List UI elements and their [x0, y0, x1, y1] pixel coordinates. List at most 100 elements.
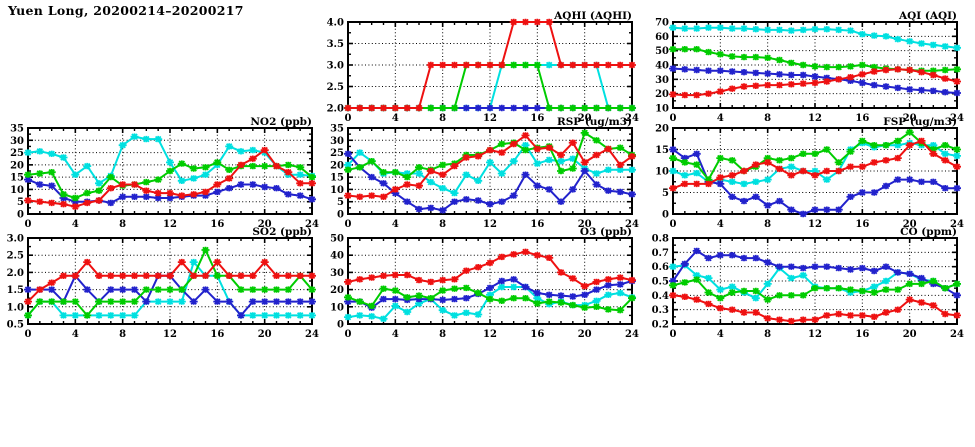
y-tick-label: 20: [655, 89, 669, 100]
fsp-blue-markers: [669, 146, 961, 218]
x-tick-label: 4: [392, 329, 399, 340]
chart-o3: 0 10 20 30 40 50 0 4 8 12 16 20 24 O3 (ppb): [320, 226, 650, 344]
y-tick-label: 30: [330, 268, 344, 279]
aqhi-red-markers: [344, 18, 636, 112]
y-tick-label: 5: [662, 188, 669, 199]
x-tick-label: 8: [764, 113, 771, 124]
x-tick-label: 24: [950, 329, 964, 340]
y-tick-label: 35: [10, 124, 24, 135]
y-tick-label: 0: [17, 210, 24, 221]
y-tick-label: 0: [337, 210, 344, 221]
chart-rsp: 0 5 10 15 20 25 30 35 0 4 8 12 16 20 24 RSP (ug/m3): [320, 116, 650, 234]
y-tick-label: 0.7: [652, 248, 669, 259]
chart-title-aqi: AQI (AQI): [898, 10, 957, 22]
x-tick-label: 12: [483, 219, 497, 230]
y-tick-label: 3.0: [327, 61, 344, 72]
chart-so2: 0.5 1.0 1.5 2.0 2.5 3.0 0 4 8 12 16 20 24 SO2 (ppb): [0, 226, 330, 344]
chart-co: 0.2 0.3 0.4 0.5 0.6 0.7 0.8 0 4 8 12 16 20 24 CO (ppm): [645, 226, 975, 344]
x-tick-label: 12: [808, 113, 822, 124]
x-tick-label: 12: [808, 329, 822, 340]
y-tick-label: 20: [330, 160, 344, 171]
x-tick-label: 16: [210, 329, 224, 340]
x-tick-label: 20: [578, 113, 592, 124]
y-tick-label: 30: [330, 136, 344, 147]
y-tick-label: 2.0: [7, 268, 24, 279]
y-tick-label: 10: [330, 185, 344, 196]
x-tick-label: 4: [717, 219, 724, 230]
x-tick-label: 4: [717, 329, 724, 340]
x-tick-label: 0: [345, 329, 352, 340]
o3-green-markers: [344, 284, 636, 314]
x-tick-label: 20: [903, 329, 917, 340]
x-tick-label: 8: [764, 219, 771, 230]
chart-title-o3: O3 (ppb): [580, 226, 632, 238]
so2-red-markers: [24, 258, 316, 305]
rsp-blue-markers: [344, 150, 636, 214]
y-tick-label: 30: [10, 136, 24, 147]
y-tick-label: 2.5: [7, 251, 24, 262]
x-tick-label: 8: [119, 219, 126, 230]
rsp-red-markers: [344, 132, 636, 201]
chart-title-aqhi: AQHI (AQHI): [553, 10, 632, 22]
fsp-green-markers: [669, 129, 961, 183]
x-tick-label: 20: [903, 113, 917, 124]
x-tick-label: 12: [483, 329, 497, 340]
x-tick-label: 24: [625, 329, 639, 340]
x-tick-label: 0: [25, 219, 32, 230]
x-tick-label: 4: [72, 329, 79, 340]
y-tick-label: 1.5: [7, 285, 24, 296]
y-tick-label: 0: [662, 210, 669, 221]
y-tick-label: 0.2: [652, 320, 669, 331]
x-tick-label: 4: [392, 219, 399, 230]
x-tick-label: 8: [439, 329, 446, 340]
chart-title-co: CO (ppm): [900, 226, 957, 238]
x-tick-label: 0: [25, 329, 32, 340]
y-tick-label: 3.0: [7, 234, 24, 245]
y-tick-label: 4.0: [327, 18, 344, 29]
y-tick-label: 5: [17, 197, 24, 208]
x-tick-label: 24: [305, 219, 319, 230]
y-tick-label: 35: [330, 124, 344, 135]
y-tick-label: 10: [655, 167, 669, 178]
x-tick-label: 20: [258, 219, 272, 230]
y-tick-label: 5: [337, 197, 344, 208]
y-tick-label: 3.5: [327, 39, 344, 50]
x-tick-label: 4: [717, 113, 724, 124]
co-plot: 0.2 0.3 0.4 0.5 0.6 0.7 0.8 0 4 8 12 16 20 24 CO (ppm): [652, 226, 964, 340]
x-tick-label: 12: [483, 113, 497, 124]
co-green-markers: [669, 276, 961, 303]
x-tick-label: 0: [670, 219, 677, 230]
y-tick-label: 15: [330, 173, 344, 184]
y-tick-label: 40: [655, 61, 669, 72]
chart-fsp: 0 5 10 15 20 0 4 8 12 16 20 24 FSP (ug/m3): [645, 116, 975, 234]
so2-green-markers: [24, 246, 316, 319]
aqhi-plot: 2.0 2.5 3.0 3.5 4.0 0 4 8 12 16 20 24 AQHI (AQHI): [327, 10, 639, 124]
x-tick-label: 16: [530, 113, 544, 124]
y-tick-label: 30: [655, 75, 669, 86]
x-tick-label: 24: [625, 113, 639, 124]
y-tick-label: 60: [655, 32, 669, 43]
y-tick-label: 15: [10, 173, 24, 184]
chart-title-no2: NO2 (ppb): [250, 116, 312, 128]
chart-no2: 0 5 10 15 20 25 30 35 0 4 8 12 16 20 24 NO2 (ppb): [0, 116, 330, 234]
y-tick-label: 0.5: [7, 320, 24, 331]
chart-title-fsp: FSP (ug/m3): [883, 116, 957, 128]
aqi-plot: 10 20 30 40 50 60 70 0 4 8 12 16 20 24 AQI (AQI): [655, 10, 964, 124]
x-tick-label: 4: [392, 113, 399, 124]
x-tick-label: 0: [345, 219, 352, 230]
y-tick-label: 0.3: [652, 305, 669, 316]
x-tick-label: 12: [163, 329, 177, 340]
x-tick-label: 8: [119, 329, 126, 340]
y-tick-label: 25: [10, 148, 24, 159]
y-tick-label: 50: [655, 46, 669, 57]
y-tick-label: 0: [337, 320, 344, 331]
y-tick-label: 25: [330, 148, 344, 159]
aqi-blue-markers: [669, 65, 961, 97]
x-tick-label: 4: [72, 219, 79, 230]
y-tick-label: 15: [655, 145, 669, 156]
chart-title-rsp: RSP (ug/m3): [557, 116, 632, 128]
y-tick-label: 0.4: [652, 291, 669, 302]
